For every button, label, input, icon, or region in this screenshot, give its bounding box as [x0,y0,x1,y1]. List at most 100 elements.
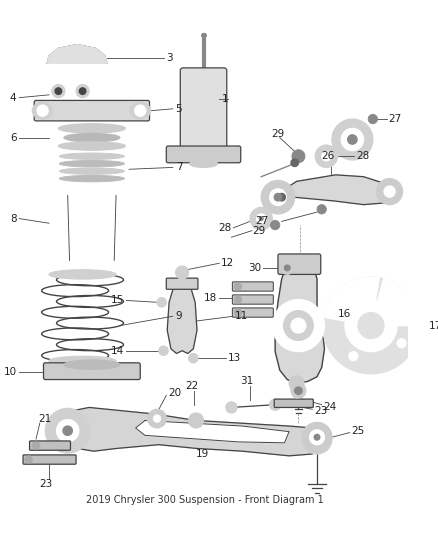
Text: 14: 14 [111,346,124,356]
Circle shape [257,214,266,223]
Circle shape [384,290,393,300]
Circle shape [272,300,325,352]
Circle shape [250,207,272,230]
Text: 11: 11 [235,311,248,321]
Circle shape [284,265,290,271]
Text: 28: 28 [218,223,231,233]
Circle shape [291,383,306,398]
Text: 12: 12 [221,259,234,268]
Wedge shape [371,279,419,326]
FancyBboxPatch shape [180,68,227,162]
Circle shape [289,376,304,391]
Text: 18: 18 [204,293,218,303]
Circle shape [315,145,338,167]
Ellipse shape [32,102,53,119]
Circle shape [55,88,62,94]
Polygon shape [58,407,321,456]
Circle shape [397,338,406,348]
Ellipse shape [64,360,120,369]
Circle shape [148,409,166,428]
FancyBboxPatch shape [233,282,273,291]
Text: 20: 20 [168,387,181,398]
Circle shape [153,415,161,422]
FancyBboxPatch shape [23,455,76,464]
Circle shape [384,186,395,197]
Circle shape [323,277,419,374]
Circle shape [302,424,332,454]
Polygon shape [136,421,289,443]
Circle shape [157,297,166,307]
Polygon shape [47,45,107,63]
Circle shape [281,261,294,274]
Text: 25: 25 [351,426,365,435]
Circle shape [358,312,384,338]
Text: 27: 27 [255,216,268,227]
Ellipse shape [59,168,124,174]
Circle shape [271,221,280,230]
Circle shape [134,105,146,116]
Text: 4: 4 [10,93,17,103]
Circle shape [76,85,89,98]
Text: 8: 8 [10,214,17,223]
Circle shape [269,399,281,410]
Circle shape [25,456,32,463]
Text: 1: 1 [222,94,229,103]
Ellipse shape [190,160,218,167]
Circle shape [269,189,286,206]
Circle shape [310,430,325,445]
Circle shape [274,193,282,201]
Wedge shape [325,277,379,326]
Circle shape [336,303,345,312]
Circle shape [189,413,204,428]
Text: 16: 16 [338,310,351,319]
Circle shape [57,419,79,442]
Text: 21: 21 [38,414,51,424]
FancyBboxPatch shape [34,100,149,121]
Ellipse shape [58,124,125,133]
Circle shape [368,115,378,124]
Circle shape [283,311,313,341]
Circle shape [292,150,305,163]
Text: 26: 26 [321,151,335,161]
Text: 19: 19 [196,449,209,459]
Circle shape [310,432,325,447]
Text: 29: 29 [253,225,266,236]
Circle shape [46,408,90,453]
Text: 7: 7 [176,163,182,172]
Text: 9: 9 [176,311,182,321]
Circle shape [79,88,86,94]
Circle shape [291,318,306,333]
Circle shape [234,309,242,316]
Text: 5: 5 [176,104,182,114]
FancyBboxPatch shape [278,254,321,274]
FancyBboxPatch shape [233,308,273,317]
Text: 17: 17 [429,320,438,330]
Circle shape [63,426,72,435]
FancyBboxPatch shape [166,278,198,289]
FancyBboxPatch shape [29,441,71,450]
Circle shape [291,159,298,166]
Text: 22: 22 [185,381,198,391]
Circle shape [234,296,242,303]
Circle shape [348,135,357,144]
Circle shape [226,402,237,413]
Text: 24: 24 [324,401,337,411]
FancyBboxPatch shape [274,399,313,407]
Ellipse shape [49,270,116,279]
Polygon shape [275,175,390,205]
Text: 15: 15 [111,295,124,305]
Text: 31: 31 [240,376,254,386]
FancyBboxPatch shape [166,146,241,163]
Circle shape [278,193,286,201]
Ellipse shape [58,142,125,150]
Circle shape [341,128,364,151]
Circle shape [302,422,332,452]
Circle shape [332,119,373,160]
Circle shape [317,205,326,214]
Text: 27: 27 [389,114,402,124]
Circle shape [259,217,263,221]
Circle shape [261,181,295,214]
Ellipse shape [49,356,116,366]
Circle shape [345,300,397,352]
Text: 29: 29 [271,129,285,139]
